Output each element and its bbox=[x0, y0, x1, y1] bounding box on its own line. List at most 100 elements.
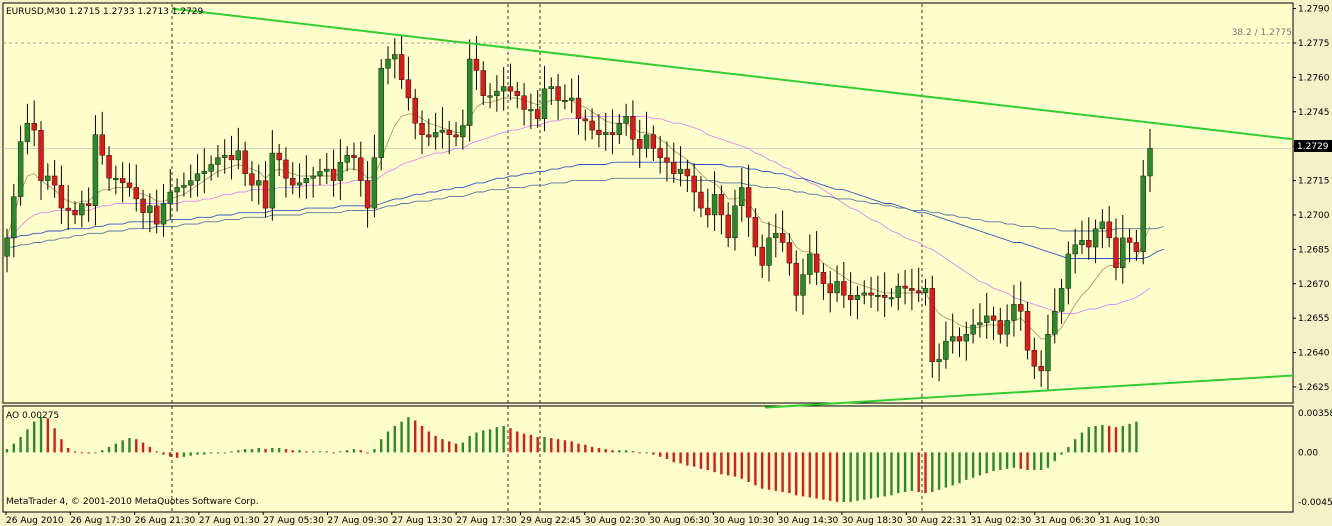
ao-bar bbox=[665, 452, 669, 459]
candle-bear bbox=[1113, 218, 1119, 281]
ao-bar bbox=[379, 439, 383, 453]
ao-tick-label: 0.00 bbox=[1298, 448, 1318, 458]
candle-body bbox=[718, 194, 725, 216]
candle-body bbox=[167, 191, 173, 204]
candle-body bbox=[1126, 237, 1133, 243]
price-panel[interactable] bbox=[2, 2, 1294, 404]
candle-body bbox=[664, 157, 670, 163]
ao-histogram bbox=[5, 417, 1138, 502]
ao-bar bbox=[352, 449, 356, 453]
ao-bar bbox=[196, 452, 199, 455]
fib-label: 38.2 / 1.2775 bbox=[1232, 28, 1292, 38]
ao-bar bbox=[1067, 446, 1070, 453]
candle-bull bbox=[943, 321, 949, 369]
candle-body bbox=[460, 125, 466, 138]
candle-bear bbox=[507, 63, 514, 101]
candle-body bbox=[705, 207, 711, 216]
ao-bar bbox=[631, 451, 635, 453]
ao-bar bbox=[400, 421, 403, 453]
chart-title: EURUSD,M30 1.2715 1.2733 1.2713 1.2729 bbox=[6, 7, 204, 17]
candle-bear bbox=[657, 135, 663, 174]
candle-bull bbox=[392, 38, 398, 79]
price-tick-label: 1.2685 bbox=[1298, 245, 1330, 255]
ao-bar bbox=[754, 452, 757, 486]
time-tick-label: 30 Aug 02:30 bbox=[585, 516, 646, 526]
ao-bar bbox=[243, 449, 247, 453]
candle-body bbox=[936, 359, 942, 362]
ao-bar bbox=[590, 446, 594, 453]
ao-bar bbox=[19, 436, 22, 453]
candle-bear bbox=[119, 162, 126, 203]
ao-bar bbox=[67, 447, 70, 453]
candle-body bbox=[466, 58, 473, 126]
ao-bar bbox=[1019, 452, 1022, 469]
ao-bar bbox=[39, 417, 43, 453]
candle-bear bbox=[426, 118, 432, 147]
ao-bar bbox=[155, 451, 158, 453]
candle-bear bbox=[793, 250, 799, 312]
candle-bull bbox=[739, 167, 745, 222]
ao-bar bbox=[407, 417, 410, 453]
candle-bull bbox=[1120, 214, 1126, 284]
ao-bar bbox=[128, 438, 131, 453]
candle-body bbox=[174, 187, 180, 193]
candle-body bbox=[534, 109, 541, 119]
candle-body bbox=[256, 180, 262, 186]
candle-bull bbox=[834, 265, 840, 303]
ao-bar bbox=[720, 452, 723, 475]
ao-bar bbox=[808, 452, 812, 498]
candle-body bbox=[623, 116, 629, 124]
ao-bar bbox=[795, 452, 798, 496]
price-tick-label: 1.2760 bbox=[1298, 73, 1330, 83]
ao-bar bbox=[706, 452, 709, 470]
ao-bar bbox=[699, 452, 703, 469]
ao-bar bbox=[604, 449, 607, 453]
ao-bar bbox=[135, 439, 138, 453]
candle-bull bbox=[548, 77, 554, 105]
ao-bar bbox=[80, 452, 84, 454]
ao-bar bbox=[999, 452, 1002, 470]
ao-bar bbox=[182, 452, 186, 457]
candle-bull bbox=[562, 84, 568, 110]
candle-body bbox=[909, 288, 915, 291]
candle-body bbox=[1092, 228, 1099, 248]
ao-bar bbox=[638, 452, 641, 454]
ao-bar bbox=[26, 429, 29, 453]
candle-body bbox=[208, 164, 214, 172]
ao-bar bbox=[1039, 452, 1043, 470]
ao-bar bbox=[1128, 423, 1131, 453]
candle-bear bbox=[31, 100, 37, 147]
candle-body bbox=[419, 123, 425, 135]
candle-body bbox=[283, 159, 289, 179]
ao-bar bbox=[917, 452, 920, 492]
candle-body bbox=[616, 123, 623, 135]
ao-bar bbox=[740, 452, 743, 479]
time-tick-label: 27 Aug 17:30 bbox=[456, 516, 517, 526]
time-tick-label: 27 Aug 09:30 bbox=[328, 516, 389, 526]
candle-body bbox=[528, 109, 534, 112]
candle-bull bbox=[181, 172, 187, 197]
trendlines[interactable] bbox=[171, 7, 1294, 409]
candle-bear bbox=[65, 185, 71, 230]
lower-trendline bbox=[764, 374, 1294, 409]
ao-bar bbox=[339, 451, 342, 453]
ao-panel[interactable] bbox=[2, 405, 1294, 513]
ao-bar bbox=[420, 425, 424, 453]
candle-bull bbox=[800, 258, 806, 315]
current-price-box bbox=[1294, 140, 1332, 152]
candle-body bbox=[820, 272, 827, 284]
candle-body bbox=[1072, 244, 1078, 255]
candle-body bbox=[630, 116, 636, 140]
candle-body bbox=[1018, 304, 1024, 312]
ao-bar bbox=[1101, 424, 1104, 453]
candle-bull bbox=[201, 148, 208, 194]
candle-body bbox=[215, 157, 221, 165]
candle-body bbox=[739, 187, 745, 206]
candle-body bbox=[834, 281, 840, 294]
ao-bar bbox=[550, 438, 553, 453]
candle-bear bbox=[419, 110, 425, 155]
candle-bear bbox=[847, 272, 854, 316]
candle-body bbox=[269, 152, 276, 209]
candle-bear bbox=[358, 141, 364, 197]
current-price-label: 1.2729 bbox=[1297, 142, 1329, 152]
